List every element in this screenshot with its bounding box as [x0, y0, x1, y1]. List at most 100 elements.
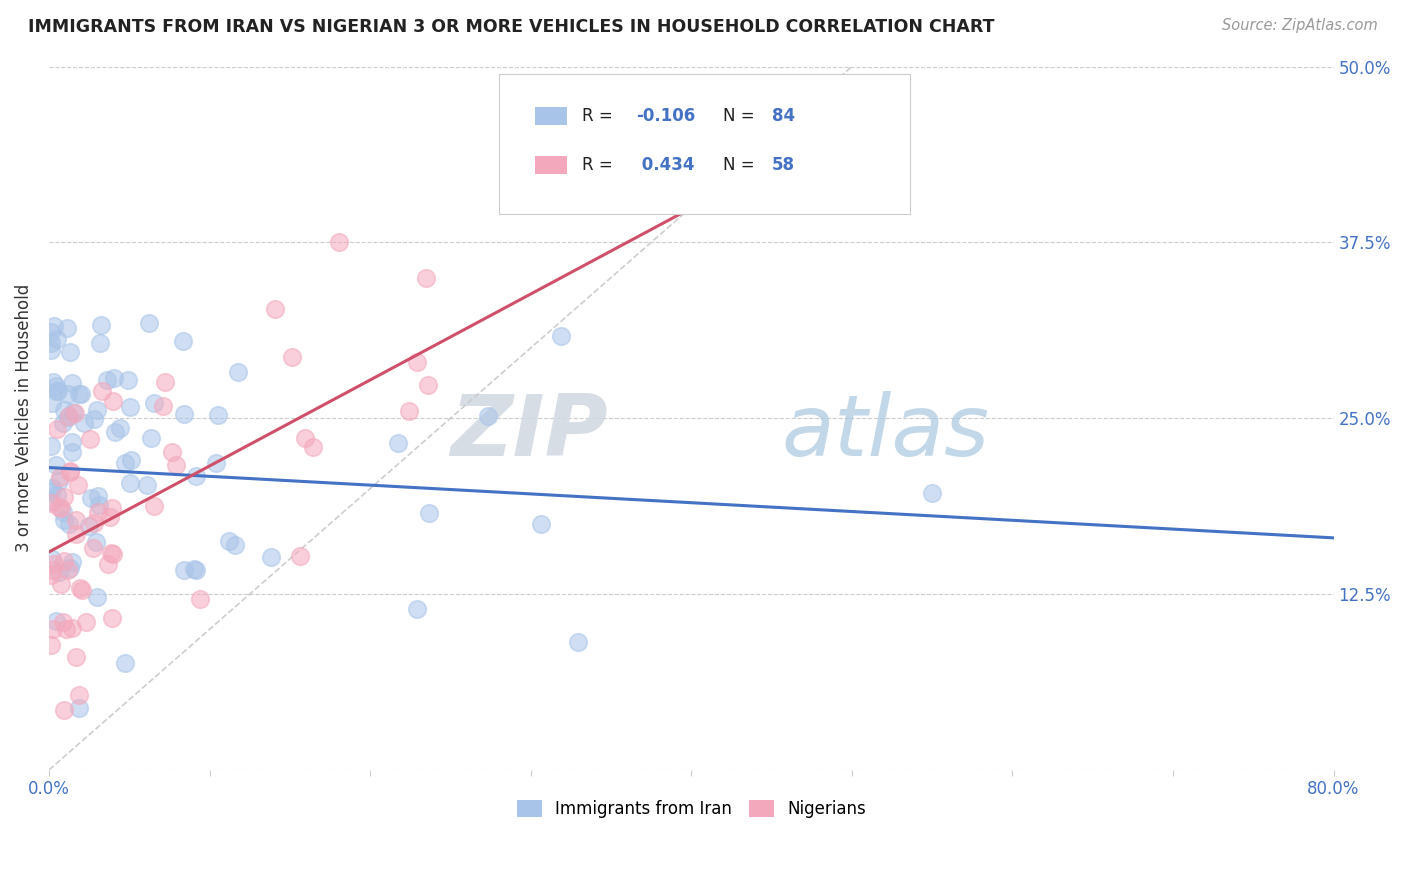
- Point: [921, 486, 943, 500]
- Point: [53, 703, 76, 717]
- Point: [52, 490, 75, 504]
- Point: [79, 433, 101, 447]
- Point: [101, 394, 124, 409]
- Point: [45, 488, 67, 502]
- Point: [218, 534, 240, 549]
- Point: [59, 561, 82, 575]
- Point: [49, 469, 72, 483]
- Point: [48, 565, 70, 579]
- Point: [139, 431, 162, 445]
- Text: atlas: atlas: [782, 391, 990, 474]
- Point: [51, 500, 73, 515]
- Point: [72, 416, 94, 430]
- Point: [477, 409, 499, 423]
- Y-axis label: 3 or more Vehicles in Household: 3 or more Vehicles in Household: [15, 285, 32, 552]
- Point: [84, 535, 107, 549]
- Point: [207, 408, 229, 422]
- Point: [56, 387, 79, 401]
- Point: [188, 592, 211, 607]
- Point: [39, 495, 62, 509]
- Point: [173, 407, 195, 421]
- FancyBboxPatch shape: [534, 107, 567, 125]
- Point: [398, 404, 420, 418]
- Point: [83, 412, 105, 426]
- Point: [103, 371, 125, 385]
- Point: [135, 478, 157, 492]
- Text: 58: 58: [772, 156, 796, 174]
- Point: [416, 377, 439, 392]
- Point: [120, 453, 142, 467]
- Point: [100, 546, 122, 560]
- Point: [39, 325, 62, 339]
- Point: [49, 577, 72, 591]
- Point: [65, 527, 87, 541]
- Point: [406, 355, 429, 369]
- Point: [69, 581, 91, 595]
- Point: [86, 591, 108, 605]
- Point: [91, 384, 114, 398]
- Point: [41, 481, 63, 495]
- Point: [58, 409, 80, 423]
- Text: IMMIGRANTS FROM IRAN VS NIGERIAN 3 OR MORE VEHICLES IN HOUSEHOLD CORRELATION CHA: IMMIGRANTS FROM IRAN VS NIGERIAN 3 OR MO…: [28, 18, 994, 36]
- Point: [56, 320, 79, 334]
- Point: [39, 493, 62, 508]
- Point: [87, 489, 110, 503]
- Point: [165, 458, 187, 472]
- Text: 0.434: 0.434: [636, 156, 695, 174]
- Point: [260, 549, 283, 564]
- Point: [101, 611, 124, 625]
- Point: [226, 365, 249, 379]
- Point: [55, 623, 77, 637]
- Point: [39, 483, 62, 498]
- Point: [80, 491, 103, 506]
- Point: [41, 396, 63, 410]
- FancyBboxPatch shape: [499, 74, 910, 214]
- Text: R =: R =: [582, 107, 619, 125]
- Point: [67, 701, 90, 715]
- Legend: Immigrants from Iran, Nigerians: Immigrants from Iran, Nigerians: [510, 794, 872, 825]
- Point: [59, 466, 82, 480]
- Point: [530, 516, 553, 531]
- Point: [96, 373, 118, 387]
- Point: [52, 416, 75, 430]
- Point: [405, 602, 427, 616]
- Point: [110, 421, 132, 435]
- Point: [52, 403, 75, 417]
- Point: [152, 399, 174, 413]
- Point: [60, 376, 83, 391]
- Point: [44, 318, 66, 333]
- Point: [86, 403, 108, 417]
- Point: [567, 634, 589, 648]
- Point: [90, 318, 112, 332]
- Point: [89, 335, 111, 350]
- Point: [65, 513, 87, 527]
- Point: [42, 557, 65, 571]
- Point: [45, 458, 67, 472]
- Point: [42, 622, 65, 636]
- Point: [418, 506, 440, 520]
- Point: [42, 375, 65, 389]
- Text: ZIP: ZIP: [450, 391, 607, 474]
- Text: Source: ZipAtlas.com: Source: ZipAtlas.com: [1222, 18, 1378, 33]
- Point: [60, 555, 83, 569]
- Point: [58, 517, 80, 532]
- Point: [48, 500, 70, 514]
- Point: [281, 350, 304, 364]
- Point: [67, 478, 90, 492]
- Point: [138, 316, 160, 330]
- Point: [46, 422, 69, 436]
- Point: [53, 513, 76, 527]
- Point: [39, 439, 62, 453]
- Text: N =: N =: [723, 156, 761, 174]
- Point: [41, 552, 63, 566]
- Point: [328, 235, 350, 249]
- FancyBboxPatch shape: [534, 156, 567, 174]
- Point: [153, 375, 176, 389]
- Text: 84: 84: [772, 107, 796, 125]
- Point: [186, 468, 208, 483]
- Point: [114, 656, 136, 670]
- Point: [48, 474, 70, 488]
- Point: [70, 387, 93, 401]
- Point: [45, 615, 67, 629]
- Point: [60, 445, 83, 459]
